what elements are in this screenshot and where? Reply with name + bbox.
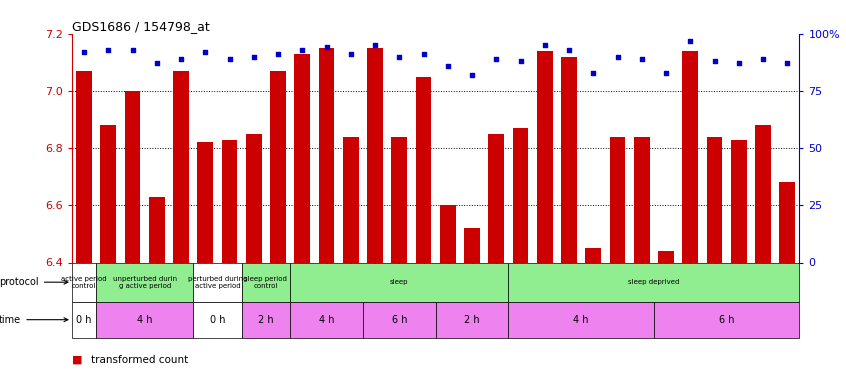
Bar [124,91,140,262]
Point [441,63,454,69]
Bar [731,140,747,262]
Point [684,38,697,44]
Bar [72,302,96,338]
Point [781,60,794,66]
Point [344,51,358,57]
Point [708,58,722,64]
Bar [193,262,242,302]
Point [150,60,163,66]
Point [320,45,333,51]
Bar [270,71,286,262]
Text: GDS1686 / 154798_at: GDS1686 / 154798_at [72,20,210,33]
Text: 4 h: 4 h [319,315,334,325]
Point [611,54,624,60]
Point [756,56,770,62]
Bar [654,302,799,338]
Bar [343,137,359,262]
Point [272,51,285,57]
Bar [193,302,242,338]
Bar [508,302,654,338]
Bar [96,302,193,338]
Text: perturbed during
active period: perturbed during active period [188,276,247,289]
Bar [367,48,383,262]
Point [417,51,431,57]
Bar [537,51,552,262]
Bar [242,262,290,302]
Text: sleep period
control: sleep period control [244,276,288,289]
Bar [440,206,456,262]
Text: 4 h: 4 h [137,315,152,325]
Text: unperturbed durin
g active period: unperturbed durin g active period [113,276,177,289]
Bar [415,76,431,262]
Bar [392,137,407,262]
Text: 2 h: 2 h [258,315,274,325]
Bar [222,140,238,262]
Bar [755,125,771,262]
Text: sleep: sleep [390,279,409,285]
Bar [290,262,508,302]
Point [586,70,600,76]
Bar [149,197,165,262]
Bar [488,134,504,262]
Point [77,49,91,55]
Bar [173,71,189,262]
Bar [658,251,674,262]
Bar [246,134,261,262]
Bar [561,57,577,262]
Bar [76,71,92,262]
Bar [779,183,795,262]
Text: 4 h: 4 h [574,315,589,325]
Bar [585,248,602,262]
Bar [290,302,363,338]
Text: time: time [0,315,68,325]
Bar [436,302,508,338]
Text: 6 h: 6 h [392,315,407,325]
Text: 0 h: 0 h [210,315,225,325]
Bar [513,128,529,262]
Text: ■: ■ [72,355,82,365]
Point [295,47,309,53]
Bar [610,137,625,262]
Bar [683,51,698,262]
Point [247,54,261,60]
Point [102,47,115,53]
Bar [363,302,436,338]
Point [126,47,140,53]
Point [222,56,236,62]
Point [368,42,382,48]
Text: transformed count: transformed count [91,355,188,365]
Bar [197,142,213,262]
Bar [242,302,290,338]
Point [514,58,527,64]
Text: protocol: protocol [0,277,68,287]
Text: sleep deprived: sleep deprived [629,279,679,285]
Bar [464,228,480,262]
Bar [72,262,96,302]
Text: 6 h: 6 h [719,315,734,325]
Point [732,60,745,66]
Point [563,47,576,53]
Text: 2 h: 2 h [464,315,480,325]
Point [393,54,406,60]
Bar [294,54,310,262]
Bar [96,262,193,302]
Point [490,56,503,62]
Bar [508,262,799,302]
Point [538,42,552,48]
Point [199,49,212,55]
Bar [101,125,116,262]
Point [465,72,479,78]
Bar [706,137,722,262]
Text: active period
control: active period control [61,276,107,289]
Point [174,56,188,62]
Point [635,56,649,62]
Text: 0 h: 0 h [76,315,91,325]
Bar [634,137,650,262]
Point [659,70,673,76]
Bar [319,48,334,262]
